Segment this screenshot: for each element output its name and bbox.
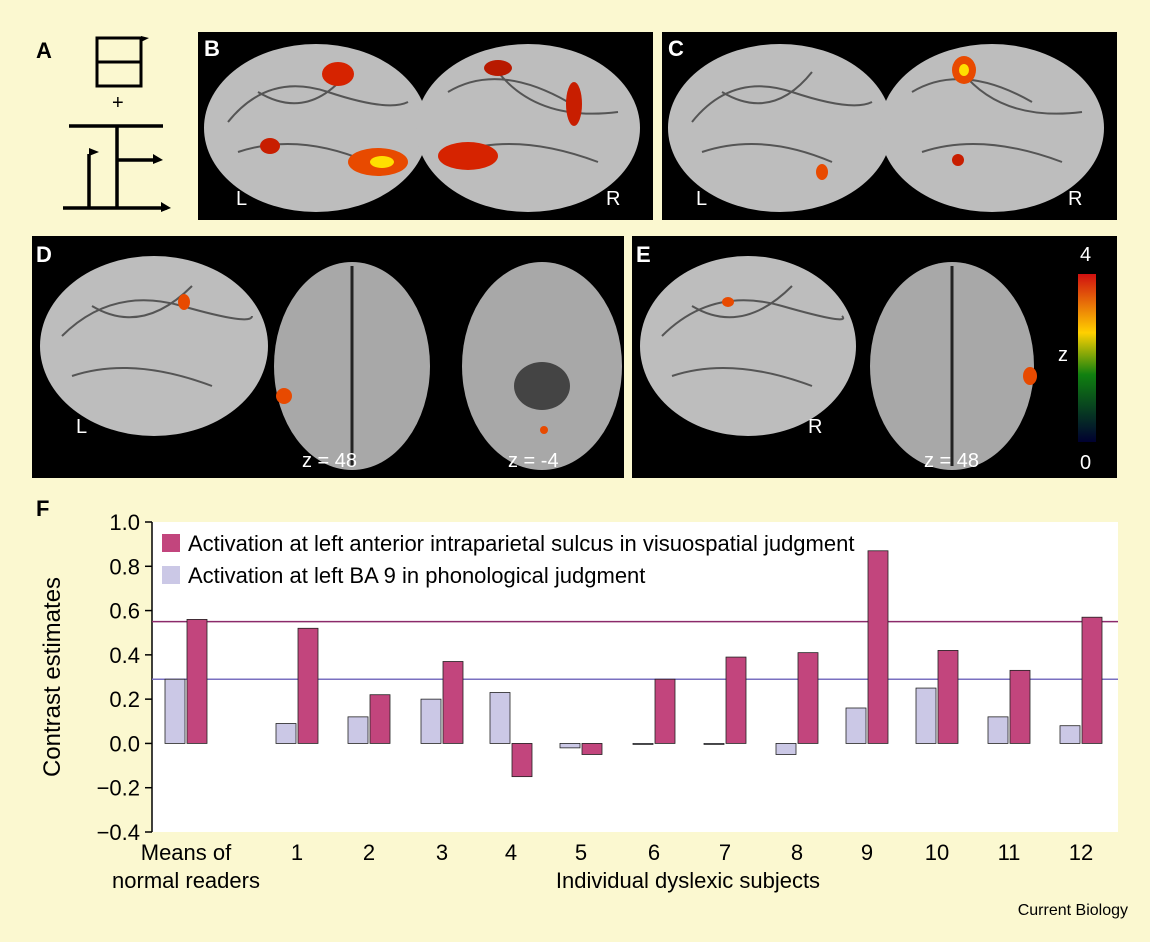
y-axis-title: Contrast estimates — [39, 577, 66, 777]
bar-visuospatial — [797, 652, 819, 744]
panel-d: D L z = 48 z = -4 — [32, 236, 624, 478]
panel-letter-d: D — [36, 242, 52, 267]
colorbar — [1078, 274, 1096, 442]
stimulus-characters — [63, 36, 171, 212]
brain-renderings-d — [40, 256, 622, 470]
slice-label-d1: z = 48 — [302, 450, 358, 472]
x-tick-label: 6 — [648, 840, 660, 865]
bar-visuospatial — [581, 743, 603, 755]
x-tick-label: 9 — [861, 840, 873, 865]
legend-swatch — [162, 534, 180, 552]
x-tick-label: 2 — [363, 840, 375, 865]
y-tick-label: −0.2 — [97, 776, 140, 801]
panel-letter-f: F — [36, 496, 50, 521]
colorbar-z-label: z — [1058, 344, 1068, 366]
panel-letter-c: C — [668, 36, 684, 61]
x-tick-label: 10 — [925, 840, 949, 865]
bar-visuospatial — [937, 650, 959, 744]
slice-label-e1: z = 48 — [924, 450, 980, 472]
panel-e: E R z = 48 4 z 0 — [632, 236, 1117, 478]
y-tick-label: −0.4 — [97, 820, 140, 845]
plus-sign: + — [112, 92, 124, 114]
bar-visuospatial — [186, 619, 208, 744]
bottom-character — [63, 124, 167, 210]
brain-renderings-e — [640, 256, 1096, 470]
x-tick-label: 5 — [575, 840, 587, 865]
brain-renderings-c — [668, 44, 1104, 212]
colorbar-max-label: 4 — [1080, 244, 1092, 266]
bar-phonological — [845, 707, 867, 744]
x-tick-label: 11 — [998, 840, 1021, 865]
y-tick-label: 0.2 — [109, 687, 140, 712]
credit-line: Current Biology — [1017, 902, 1128, 919]
hemisphere-left-label-b: L — [236, 188, 248, 210]
bar-phonological — [1059, 725, 1081, 744]
hemisphere-left-label-c: L — [696, 188, 708, 210]
panel-letter-a: A — [36, 38, 52, 63]
x-tick-label: 8 — [791, 840, 803, 865]
bar-phonological — [703, 743, 725, 745]
bar-visuospatial — [1081, 616, 1103, 744]
y-tick-label: 1.0 — [109, 510, 140, 535]
panel-c: C L R — [662, 32, 1117, 220]
bar-phonological — [775, 743, 797, 755]
y-tick-label: 0.0 — [109, 731, 140, 756]
top-character — [95, 36, 143, 88]
legend-label: Activation at left anterior intraparieta… — [188, 531, 854, 556]
bar-visuospatial — [725, 656, 747, 744]
legend-label: Activation at left BA 9 in phonological … — [188, 563, 645, 588]
bar-visuospatial — [654, 678, 676, 744]
panel-letter-e: E — [636, 242, 651, 267]
bar-chart: 1.0 0.8 0.6 0.4 0.2 0.0 −0.2 −0.4 Contrast estim… — [39, 510, 1118, 893]
y-tick-label: 0.6 — [109, 599, 140, 624]
bar-phonological — [420, 698, 442, 744]
bar-phonological — [347, 716, 369, 744]
bar-visuospatial — [297, 627, 319, 744]
bar-visuospatial — [1009, 669, 1031, 744]
bar-visuospatial — [511, 743, 533, 778]
brain-renderings-b — [204, 44, 640, 212]
bar-phonological — [632, 743, 654, 745]
hemisphere-right-label-e: R — [808, 416, 823, 438]
legend-swatch — [162, 566, 180, 584]
x-tick-label: 4 — [505, 840, 517, 865]
hemisphere-right-label-c: R — [1068, 188, 1083, 210]
x-tick-label: 7 — [719, 840, 731, 865]
bar-phonological — [275, 723, 297, 744]
slice-label-d2: z = -4 — [508, 450, 559, 472]
x-tick-label: 1 — [291, 840, 303, 865]
bar-visuospatial — [369, 694, 391, 744]
bar-visuospatial — [867, 550, 889, 744]
x-tick-label: normal readers — [112, 868, 260, 893]
colorbar-min-label: 0 — [1080, 452, 1092, 474]
y-tick-label: 0.4 — [109, 643, 140, 668]
bar-phonological — [559, 743, 581, 749]
bar-phonological — [915, 687, 937, 744]
bar-phonological — [489, 692, 511, 744]
x-tick-label: 3 — [436, 840, 448, 865]
hemisphere-left-label-d: L — [76, 416, 88, 438]
x-tick-label: 12 — [1069, 840, 1093, 865]
x-tick-label: Means of — [141, 840, 232, 865]
bar-phonological — [164, 678, 186, 744]
y-tick-label: 0.8 — [109, 554, 140, 579]
x-axis-title: Individual dyslexic subjects — [556, 868, 820, 893]
bar-phonological — [987, 716, 1009, 744]
panel-b: B L R — [198, 32, 653, 220]
panel-letter-b: B — [204, 36, 220, 61]
hemisphere-right-label-b: R — [606, 188, 621, 210]
bar-visuospatial — [442, 661, 464, 744]
